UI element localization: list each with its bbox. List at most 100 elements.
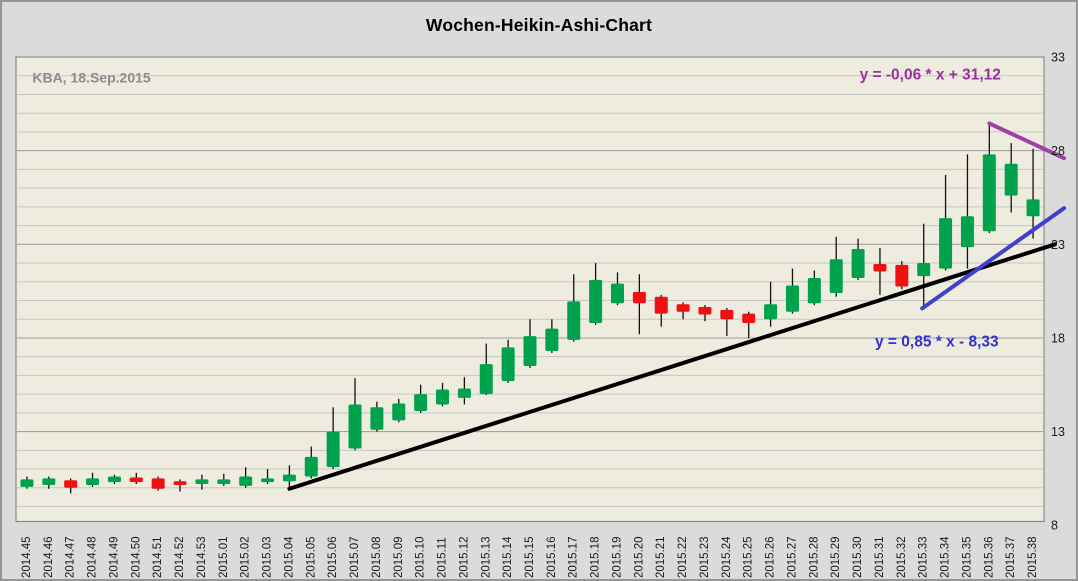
candle-2015.17 [567,301,581,340]
candle-2015.08 [370,407,384,430]
x-tick-label: 2015.28 [808,536,820,578]
candle-2015.25 [742,313,756,323]
x-tick-label: 2015.27 [786,536,798,578]
candle-2014.51 [151,478,165,489]
x-tick-label: 2014.46 [43,536,55,578]
candle-2015.06 [326,431,340,468]
x-tick-label: 2015.32 [896,536,908,578]
candle-2015.30 [851,248,865,279]
y-tick-label: 13 [1051,425,1065,439]
candle-2015.34 [939,218,953,269]
candle-2015.07 [348,404,362,449]
candle-2015.19 [610,283,624,304]
x-tick-label: 2015.18 [590,536,602,578]
x-tick-label: 2015.15 [524,536,536,578]
x-tick-label: 2015.05 [305,536,317,578]
candle-2015.35 [960,216,974,248]
x-tick-label: 2015.24 [721,536,733,578]
x-tick-label: 2015.13 [480,536,492,578]
candle-2015.32 [895,264,909,287]
candle-2015.24 [720,309,734,320]
regression-eq-up: y = 0,85 * x - 8,33 [875,333,999,350]
x-tick-label: 2015.21 [655,536,667,578]
candle-2015.22 [676,304,690,312]
x-tick-label: 2014.50 [130,536,142,578]
x-tick-label: 2015.16 [546,536,558,578]
x-tick-label: 2015.37 [1005,536,1017,578]
x-tick-label: 2014.53 [196,536,208,578]
x-tick-label: 2014.52 [174,536,186,578]
x-tick-label: 2015.14 [502,536,514,578]
regression-eq-down: y = -0,06 * x + 31,12 [860,66,1001,83]
x-tick-label: 2015.06 [327,536,339,578]
candle-2015.36 [982,154,996,232]
x-tick-label: 2015.29 [830,536,842,578]
x-tick-label: 2015.31 [874,536,886,578]
x-tick-label: 2015.03 [262,536,274,578]
candle-2015.21 [654,296,668,314]
candle-2014.50 [129,477,143,483]
candle-2015.29 [829,259,843,293]
x-tick-label: 2015.38 [1027,536,1039,578]
x-tick-label: 2015.11 [437,537,449,578]
y-tick-label: 8 [1051,519,1058,533]
x-tick-label: 2015.10 [415,536,427,578]
y-tick-label: 23 [1051,238,1065,252]
candle-2015.37 [1004,163,1018,196]
x-tick-label: 2015.02 [240,536,252,578]
candle-2015.09 [392,403,406,421]
x-tick-label: 2014.47 [65,536,77,578]
candle-2015.10 [414,394,428,411]
x-tick-label: 2015.12 [458,536,470,578]
watermark-label: KBA, 18.Sep.2015 [32,69,150,85]
y-tick-label: 33 [1051,51,1065,65]
x-tick-label: 2015.35 [961,536,973,578]
regression-line-down-purple [987,121,1067,161]
candle-2014.47 [64,480,78,488]
candle-2015.38 [1026,199,1040,217]
x-tick-label: 2015.19 [611,536,623,578]
x-tick-label: 2015.17 [568,536,580,578]
x-tick-label: 2014.48 [87,536,99,578]
x-tick-label: 2015.23 [699,536,711,578]
x-tick-label: 2015.36 [983,536,995,578]
candle-2015.23 [698,307,712,315]
candle-2015.15 [523,336,537,367]
x-tick-label: 2015.30 [852,536,864,578]
candle-2015.28 [807,278,821,304]
y-tick-label: 18 [1051,331,1065,345]
x-tick-label: 2015.01 [218,536,230,578]
chart-title: Wochen-Heikin-Ashi-Chart [425,15,653,35]
candle-2015.05 [304,456,318,477]
y-tick-label: 28 [1051,144,1065,158]
x-tick-label: 2015.08 [371,536,383,578]
candle-2014.46 [42,478,56,485]
candle-2015.12 [457,388,471,398]
candle-2015.11 [436,389,450,405]
x-tick-label: 2015.09 [393,536,405,578]
candle-2015.20 [632,292,646,304]
candle-2015.16 [545,328,559,352]
candle-2015.02 [239,476,253,486]
x-tick-label: 2014.51 [152,536,164,578]
regression-line-up-blue [920,206,1067,311]
x-tick-label: 2014.45 [21,536,33,578]
x-tick-label: 2015.07 [349,536,361,578]
candle-2014.49 [107,476,121,483]
x-tick-label: 2015.33 [918,536,930,578]
candle-2015.01 [217,479,231,485]
x-tick-label: 2015.26 [765,536,777,578]
x-tick-label: 2015.04 [283,536,295,578]
candle-2015.33 [917,263,931,277]
x-tick-label: 2015.34 [940,536,952,578]
candle-2015.18 [589,279,603,323]
candle-2015.04 [282,474,296,482]
x-tick-label: 2015.22 [677,536,689,578]
candle-2014.52 [173,481,187,485]
x-tick-label: 2015.25 [743,536,755,578]
candle-2015.26 [764,304,778,320]
candle-2015.27 [785,285,799,312]
support-trendline-black [287,242,1057,491]
